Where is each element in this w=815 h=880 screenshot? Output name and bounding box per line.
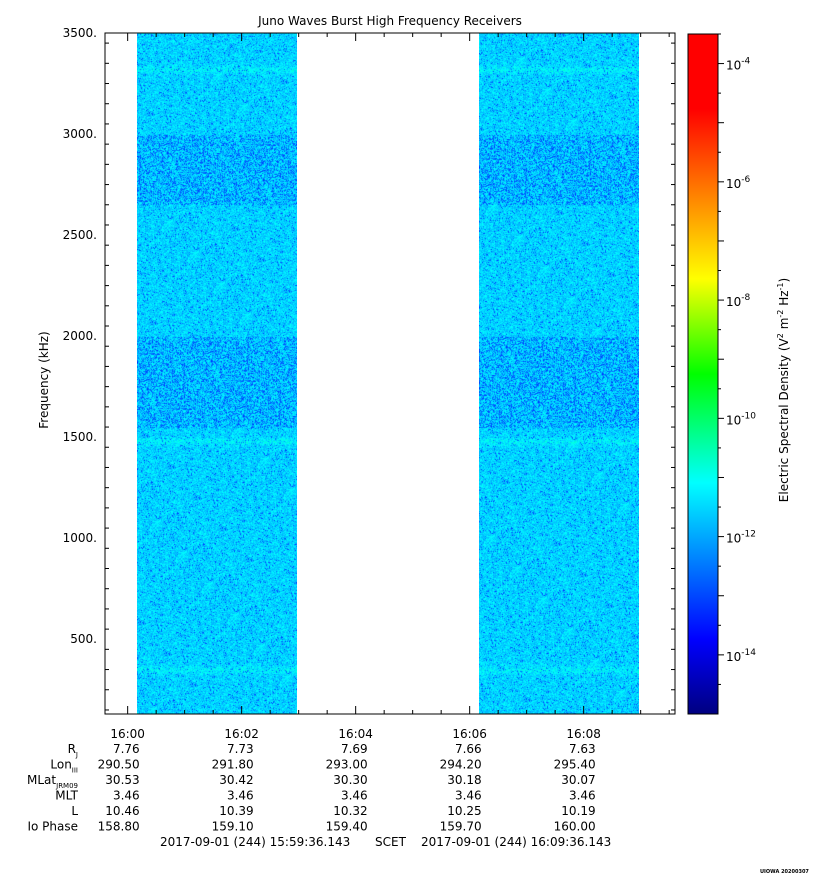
ephemeris-cell: 7.66 bbox=[455, 742, 482, 756]
y-tick-label: 1000. bbox=[63, 531, 97, 545]
spectrogram-block bbox=[137, 33, 297, 714]
colorbar-label: Electric Spectral Density (V2 m-2 Hz-1) bbox=[776, 278, 791, 502]
x-tick-label: 16:08 bbox=[566, 727, 601, 741]
time-range-end: 2017-09-01 (244) 16:09:36.143 bbox=[421, 835, 611, 849]
x-tick-label: 16:00 bbox=[110, 727, 145, 741]
ephemeris-cell: 10.46 bbox=[105, 804, 139, 818]
ephemeris-cell: 290.50 bbox=[98, 758, 140, 772]
ephemeris-cell: 30.18 bbox=[447, 773, 481, 787]
chart-title: Juno Waves Burst High Frequency Receiver… bbox=[257, 14, 522, 28]
ephemeris-cell: 30.42 bbox=[219, 773, 253, 787]
ephemeris-row-label: RJ bbox=[68, 742, 78, 759]
ephemeris-cell: 159.10 bbox=[212, 820, 254, 834]
ephemeris-cell: 10.19 bbox=[561, 804, 595, 818]
y-tick-label: 2500. bbox=[63, 228, 97, 242]
ephemeris-cell: 10.32 bbox=[333, 804, 367, 818]
ephemeris-row-label: L bbox=[71, 804, 78, 818]
y-tick-label: 1500. bbox=[63, 430, 97, 444]
ephemeris-row-label: MLT bbox=[55, 789, 78, 803]
colorbar-axis: 10-4 10-6 10-8 10-10 10-12 10-14 bbox=[718, 33, 756, 685]
y-axis: 500. 1000. 1500. 2000. 2500. 3000. 3500. bbox=[63, 26, 675, 711]
ephemeris-cell: 160.00 bbox=[554, 820, 596, 834]
ephemeris-cell: 7.73 bbox=[227, 742, 254, 756]
x-tick-label: 16:06 bbox=[452, 727, 487, 741]
ephemeris-cell: 3.46 bbox=[113, 789, 140, 803]
ephemeris-cell: 30.07 bbox=[561, 773, 595, 787]
ephemeris-cell: 291.80 bbox=[212, 758, 254, 772]
ephemeris-cell: 3.46 bbox=[569, 789, 596, 803]
ephemeris-cell: 30.30 bbox=[333, 773, 367, 787]
ephemeris-row-label: MLatJRM09 bbox=[27, 773, 78, 790]
y-tick-label: 500. bbox=[70, 632, 97, 646]
y-axis-label: Frequency (kHz) bbox=[37, 331, 51, 428]
ephemeris-cell: 3.46 bbox=[341, 789, 368, 803]
ephemeris-cell: 10.25 bbox=[447, 804, 481, 818]
colorbar-tick-label: 10-8 bbox=[726, 293, 751, 309]
ephemeris-cell: 159.40 bbox=[326, 820, 368, 834]
colorbar-tick-label: 10-10 bbox=[726, 411, 756, 427]
x-tick-label: 16:04 bbox=[338, 727, 373, 741]
ephemeris-cell: 30.53 bbox=[105, 773, 139, 787]
footer-tag: UIOWA 20200307 bbox=[760, 869, 809, 875]
colorbar-tick-label: 10-12 bbox=[726, 530, 756, 546]
x-axis: 16:00 16:02 16:04 16:06 16:08 bbox=[110, 33, 670, 741]
time-range-start: 2017-09-01 (244) 15:59:36.143 bbox=[160, 835, 350, 849]
ephemeris-cell: 158.80 bbox=[98, 820, 140, 834]
ephemeris-cell: 3.46 bbox=[455, 789, 482, 803]
x-tick-label: 16:02 bbox=[224, 727, 259, 741]
colorbar-tick-label: 10-14 bbox=[726, 648, 756, 664]
y-tick-label: 3000. bbox=[63, 127, 97, 141]
ephemeris-cell: 295.40 bbox=[554, 758, 596, 772]
ephemeris-cell: 7.76 bbox=[113, 742, 140, 756]
ephemeris-cell: 7.69 bbox=[341, 742, 368, 756]
y-tick-label: 2000. bbox=[63, 329, 97, 343]
ephemeris-cell: 294.20 bbox=[440, 758, 482, 772]
ephemeris-cell: 7.63 bbox=[569, 742, 596, 756]
ephemeris-cell: 293.00 bbox=[326, 758, 368, 772]
spectrogram-data bbox=[137, 33, 639, 714]
ephemeris-table: RJ 7.76 7.73 7.69 7.66 7.63 LonIII 290.50 291.80… bbox=[27, 742, 596, 834]
colorbar-tick-label: 10-4 bbox=[726, 57, 751, 73]
ephemeris-row-label: Io Phase bbox=[27, 820, 78, 834]
ephemeris-row-label: LonIII bbox=[50, 758, 78, 775]
ephemeris-cell: 159.70 bbox=[440, 820, 482, 834]
colorbar-tick-label: 10-6 bbox=[726, 175, 751, 191]
plot-frame bbox=[104, 32, 676, 715]
y-tick-label: 3500. bbox=[63, 26, 97, 40]
spectrogram-block bbox=[479, 33, 639, 714]
ephemeris-cell: 3.46 bbox=[227, 789, 254, 803]
ephemeris-cell: 10.39 bbox=[219, 804, 253, 818]
time-range-scet: SCET bbox=[375, 835, 407, 849]
colorbar bbox=[687, 33, 719, 715]
